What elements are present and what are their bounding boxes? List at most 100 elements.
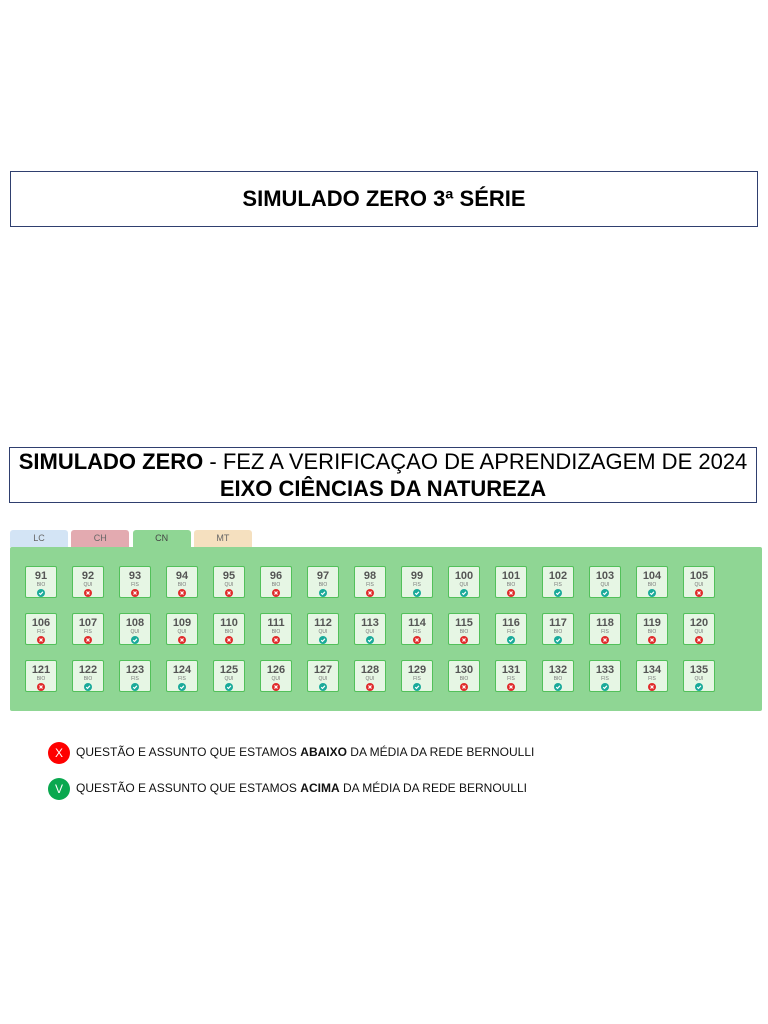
question-subject: QUI — [365, 676, 375, 682]
below-icon — [225, 636, 233, 644]
question-subject: QUI — [365, 629, 375, 635]
question-cell[interactable]: 100 QUI — [448, 566, 480, 598]
question-number: 102 — [548, 570, 568, 582]
tab[interactable]: MT — [193, 530, 252, 547]
question-number: 109 — [172, 617, 192, 629]
question-number: 127 — [313, 664, 333, 676]
below-icon — [178, 589, 186, 597]
question-cell[interactable]: 127 QUI — [307, 660, 339, 692]
question-number: 106 — [31, 617, 51, 629]
question-subject: FIS — [366, 582, 374, 588]
question-cell[interactable]: 91 BIO — [25, 566, 57, 598]
below-icon — [272, 589, 280, 597]
question-cell[interactable]: 133 FIS — [589, 660, 621, 692]
question-cell[interactable]: 111 BIO — [260, 613, 292, 645]
question-cell[interactable]: 102 FIS — [542, 566, 574, 598]
question-cell[interactable]: 123 FIS — [119, 660, 151, 692]
question-number: 94 — [175, 570, 189, 582]
question-cell[interactable]: 110 BIO — [213, 613, 245, 645]
question-subject: QUI — [83, 582, 93, 588]
question-number: 120 — [689, 617, 709, 629]
question-cell[interactable]: 96 BIO — [260, 566, 292, 598]
question-cell[interactable]: 101 BIO — [495, 566, 527, 598]
question-cell[interactable]: 112 QUI — [307, 613, 339, 645]
section-subtitle: EIXO CIÊNCIAS DA NATUREZA — [219, 476, 547, 501]
below-icon — [460, 636, 468, 644]
below-icon — [413, 636, 421, 644]
question-cell[interactable]: 94 BIO — [166, 566, 198, 598]
question-subject: FIS — [601, 629, 609, 635]
question-cell[interactable]: 113 QUI — [354, 613, 386, 645]
question-subject: BIO — [177, 582, 187, 588]
above-icon — [84, 683, 92, 691]
question-number: 91 — [34, 570, 48, 582]
question-number: 110 — [220, 617, 238, 629]
question-subject: BIO — [83, 676, 93, 682]
question-subject: QUI — [271, 676, 281, 682]
question-cell[interactable]: 130 BIO — [448, 660, 480, 692]
question-cell[interactable]: 116 FIS — [495, 613, 527, 645]
question-subject: BIO — [553, 676, 563, 682]
section-title: SIMULADO ZERO - FEZ A VERIFICAÇAO DE APR… — [9, 447, 757, 503]
question-number: 95 — [222, 570, 236, 582]
question-cell[interactable]: 119 BIO — [636, 613, 668, 645]
question-cell[interactable]: 126 QUI — [260, 660, 292, 692]
above-icon — [319, 636, 327, 644]
question-cell[interactable]: 122 BIO — [72, 660, 104, 692]
above-icon — [601, 683, 609, 691]
question-cell[interactable]: 95 QUI — [213, 566, 245, 598]
question-number: 131 — [501, 664, 521, 676]
above-icon — [601, 589, 609, 597]
question-cell[interactable]: 105 QUI — [683, 566, 715, 598]
question-cell[interactable]: 108 QUI — [119, 613, 151, 645]
legend-bold: ACIMA — [300, 781, 340, 796]
above-icon — [225, 683, 233, 691]
question-cell[interactable]: 134 FIS — [636, 660, 668, 692]
question-cell[interactable]: 121 BIO — [25, 660, 57, 692]
question-cell[interactable]: 125 QUI — [213, 660, 245, 692]
tab[interactable]: CH — [71, 530, 130, 547]
question-cell[interactable]: 107 FIS — [72, 613, 104, 645]
question-cell[interactable]: 131 FIS — [495, 660, 527, 692]
question-number: 132 — [548, 664, 568, 676]
question-cell[interactable]: 117 BIO — [542, 613, 574, 645]
question-cell[interactable]: 124 FIS — [166, 660, 198, 692]
question-cell[interactable]: 97 BIO — [307, 566, 339, 598]
question-cell[interactable]: 128 QUI — [354, 660, 386, 692]
legend-text: QUESTÃO E ASSUNTO QUE ESTAMOS — [76, 745, 301, 760]
above-icon — [554, 589, 562, 597]
question-subject: FIS — [554, 582, 562, 588]
below-icon — [366, 683, 374, 691]
question-cell[interactable]: 118 FIS — [589, 613, 621, 645]
question-number: 128 — [360, 664, 380, 676]
question-cell[interactable]: 104 BIO — [636, 566, 668, 598]
question-cell[interactable]: 120 QUI — [683, 613, 715, 645]
question-cell[interactable]: 132 BIO — [542, 660, 574, 692]
question-cell[interactable]: 109 QUI — [166, 613, 198, 645]
question-subject: BIO — [553, 629, 563, 635]
question-number: 115 — [455, 617, 473, 629]
question-number: 112 — [314, 617, 332, 629]
tab[interactable]: CN — [132, 530, 191, 547]
tab[interactable]: LC — [10, 530, 68, 547]
question-cell[interactable]: 98 FIS — [354, 566, 386, 598]
question-cell[interactable]: 99 FIS — [401, 566, 433, 598]
question-number: 133 — [595, 664, 615, 676]
question-number: 116 — [502, 617, 520, 629]
question-subject: FIS — [131, 676, 139, 682]
below-icon — [225, 589, 233, 597]
question-subject: BIO — [271, 582, 281, 588]
question-cell[interactable]: 129 FIS — [401, 660, 433, 692]
question-number: 107 — [78, 617, 98, 629]
question-cell[interactable]: 106 FIS — [25, 613, 57, 645]
question-cell[interactable]: 103 QUI — [589, 566, 621, 598]
page-title: SIMULADO ZERO 3ª SÉRIE — [10, 171, 758, 227]
above-icon — [131, 636, 139, 644]
question-cell[interactable]: 135 QUI — [683, 660, 715, 692]
question-cell[interactable]: 93 FIS — [119, 566, 151, 598]
question-subject: FIS — [507, 629, 515, 635]
question-cell[interactable]: 115 BIO — [448, 613, 480, 645]
question-cell[interactable]: 114 FIS — [401, 613, 433, 645]
question-subject: FIS — [507, 676, 515, 682]
question-cell[interactable]: 92 QUI — [72, 566, 104, 598]
